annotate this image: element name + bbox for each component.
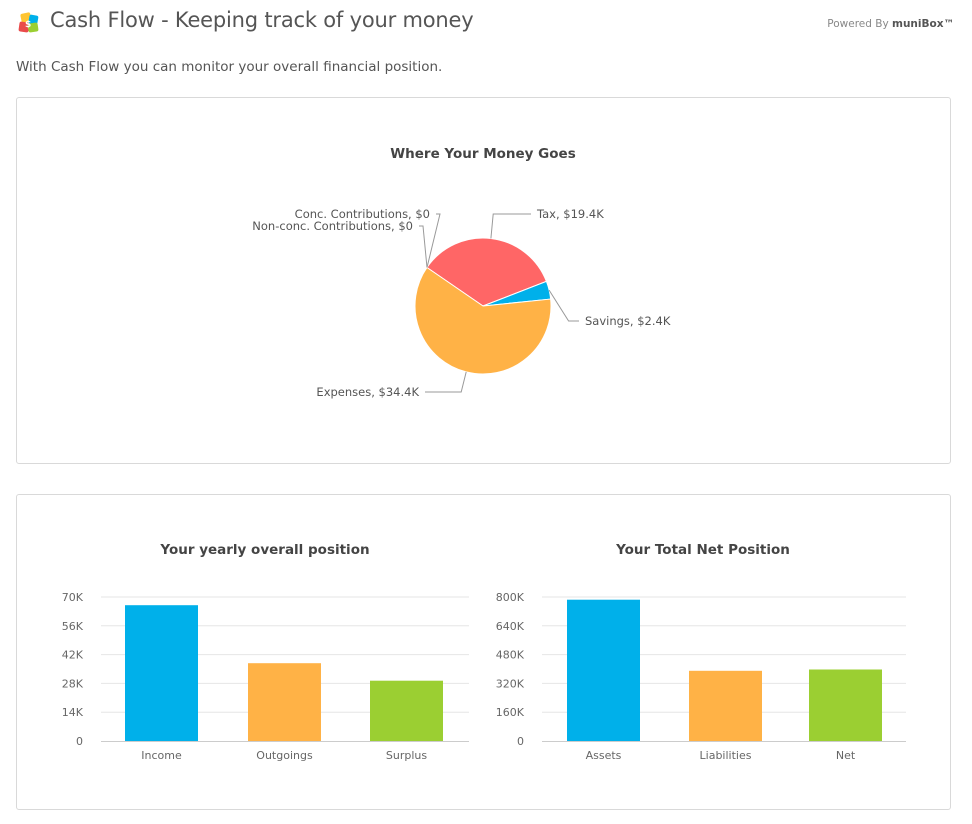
bar-chart-2-xtick-label: Assets: [586, 749, 622, 762]
bar-chart-2-ytick-label: 480K: [496, 649, 525, 662]
pie-connector-savings: [548, 289, 579, 322]
bar-chart-1-ytick-label: 14K: [62, 706, 84, 719]
bar-chart-2-bar-net: [809, 669, 882, 741]
bar-chart-1-xtick-label: Income: [141, 749, 182, 762]
powered-by-prefix: Powered By: [827, 18, 889, 30]
bar-charts-panel: Your yearly overall position 0 14K 28K 42K 56…: [16, 494, 951, 810]
powered-by: Powered By muniBox™: [827, 18, 954, 30]
bar-chart-2-ytick-label: 0: [517, 735, 524, 748]
pie-label-conc-contributions: Conc. Contributions, $0: [295, 207, 430, 221]
powered-by-brand: muniBox™: [892, 18, 954, 30]
bar-chart-1-bar-surplus: [370, 680, 443, 741]
pie-label-non-conc-contributions: Non-conc. Contributions, $0: [252, 219, 413, 233]
bar-chart-2: Your Total Net Position 0 160K 320K 480K 640K…: [496, 542, 906, 762]
bar-chart-2-ytick-label: 640K: [496, 620, 525, 633]
bar-chart-1-xtick-label: Surplus: [386, 749, 427, 762]
bar-chart-1-ytick-label: 0: [76, 735, 83, 748]
bar-chart-2-ytick-label: 320K: [496, 677, 525, 690]
pie-label-tax: Tax, $19.4K: [536, 207, 604, 221]
bar-chart-2-bar-assets: [567, 599, 640, 741]
pie-connector-non-conc-contributions: [419, 225, 428, 268]
bar-chart-1-ytick-label: 70K: [62, 591, 84, 604]
app-logo-icon: $: [18, 12, 39, 33]
bar-chart-1-bar-outgoings: [248, 663, 321, 741]
pie-connector-expenses: [425, 371, 467, 393]
bar-chart-2-ytick-label: 160K: [496, 706, 525, 719]
page-title: Cash Flow - Keeping track of your money: [50, 8, 474, 32]
page-header: $ Cash Flow - Keeping track of your mone…: [18, 8, 954, 38]
pie-chart-title: Where Your Money Goes: [390, 146, 575, 162]
bar-charts: Your yearly overall position 0 14K 28K 42K 56…: [62, 542, 906, 762]
bar-chart-1-title: Your yearly overall position: [159, 542, 369, 558]
pie-label-savings: Savings, $2.4K: [585, 314, 671, 328]
pie-slice-expenses: [414, 266, 552, 375]
pie-connector-tax: [490, 213, 531, 239]
bar-chart-1-bar-income: [125, 605, 198, 741]
bar-chart-2-bar-liabilities: [689, 670, 762, 741]
bar-chart-2-title: Your Total Net Position: [615, 542, 790, 558]
intro-text: With Cash Flow you can monitor your over…: [16, 59, 443, 75]
bar-chart-2-ytick-label: 800K: [496, 591, 525, 604]
bar-chart-1-ytick-label: 28K: [62, 677, 84, 690]
bar-chart-2-xtick-label: Net: [836, 749, 856, 762]
bar-chart-1: Your yearly overall position 0 14K 28K 42K 56…: [62, 542, 469, 762]
pie-label-expenses: Expenses, $34.4K: [316, 385, 419, 399]
pie-chart: Where Your Money Goes Tax, $19.4K Savings,…: [252, 146, 671, 399]
bar-chart-1-xtick-label: Outgoings: [256, 749, 313, 762]
bar-chart-1-ytick-label: 56K: [62, 620, 84, 633]
bar-chart-2-xtick-label: Liabilities: [700, 749, 752, 762]
pie-connector-conc-contributions: [426, 213, 441, 268]
svg-text:$: $: [25, 20, 31, 30]
bar-chart-1-ytick-label: 42K: [62, 649, 84, 662]
pie-chart-panel: Where Your Money Goes Tax, $19.4K Savings,…: [16, 97, 951, 464]
